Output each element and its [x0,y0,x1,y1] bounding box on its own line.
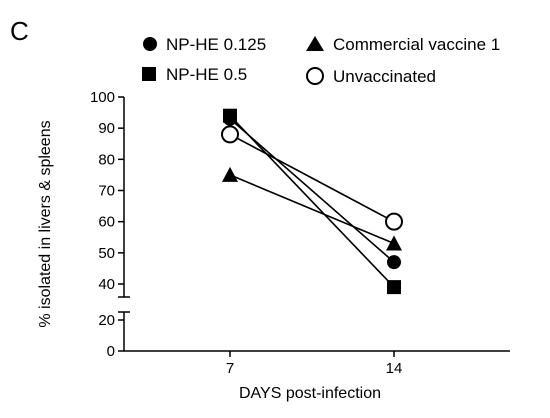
y-ticks: 0 20 40 50 60 70 80 90 100 [90,89,124,360]
panel-label: C [10,16,29,46]
data-point-unvaccinated-day-7 [221,125,239,144]
axes [118,97,510,352]
legend-marker-unvaccinated [306,67,324,85]
data-point-unvaccinated-day-14 [385,212,403,231]
legend-label-unvaccinated: Unvaccinated [333,67,436,86]
y-tick-label-100: 100 [90,89,115,106]
data-point-np-he-0-125-day-14 [387,255,401,270]
y-tick-label-20: 20 [98,312,115,329]
series-line-unvaccinated [229,133,395,223]
legend-marker-commercial-vaccine-1 [306,36,324,51]
series-line-np-he-0-125 [229,118,395,263]
x-axis-title: DAYS post-infection [239,385,381,402]
series-lines [229,115,395,288]
series-line-np-he-0-5 [229,115,395,288]
legend-marker-np-he-0-5 [142,67,156,81]
data-point-commercial-vaccine-1-day-7 [222,166,238,182]
series-markers [221,108,403,295]
legend-label-np-he-0125: NP-HE 0.125 [166,35,266,54]
y-tick-label-60: 60 [98,214,115,231]
data-point-np-he-0-5-day-14 [387,280,401,295]
y-axis-title: % isolated in livers & spleens [37,120,54,327]
y-tick-label-0: 0 [107,343,115,360]
y-tick-label-70: 70 [98,183,115,200]
legend-label-np-he-0-5: NP-HE 0.5 [166,65,247,84]
legend-marker-np-he-0125 [143,37,157,51]
x-tick-label-7: 7 [226,360,234,377]
data-point-commercial-vaccine-1-day-14 [386,235,402,251]
data-point-np-he-0-5-day-7 [223,108,237,123]
legend: NP-HE 0.125 Commercial vaccine 1 NP-HE 0… [142,35,500,86]
y-tick-label-90: 90 [98,120,115,137]
y-tick-label-40: 40 [98,276,115,293]
legend-label-commercial-vaccine-1: Commercial vaccine 1 [333,35,500,54]
x-ticks: 7 14 [226,351,403,377]
y-tick-label-50: 50 [98,245,115,262]
y-tick-label-80: 80 [98,151,115,168]
x-tick-label-14: 14 [386,360,403,377]
series-line-commercial-vaccine-1 [229,174,395,245]
